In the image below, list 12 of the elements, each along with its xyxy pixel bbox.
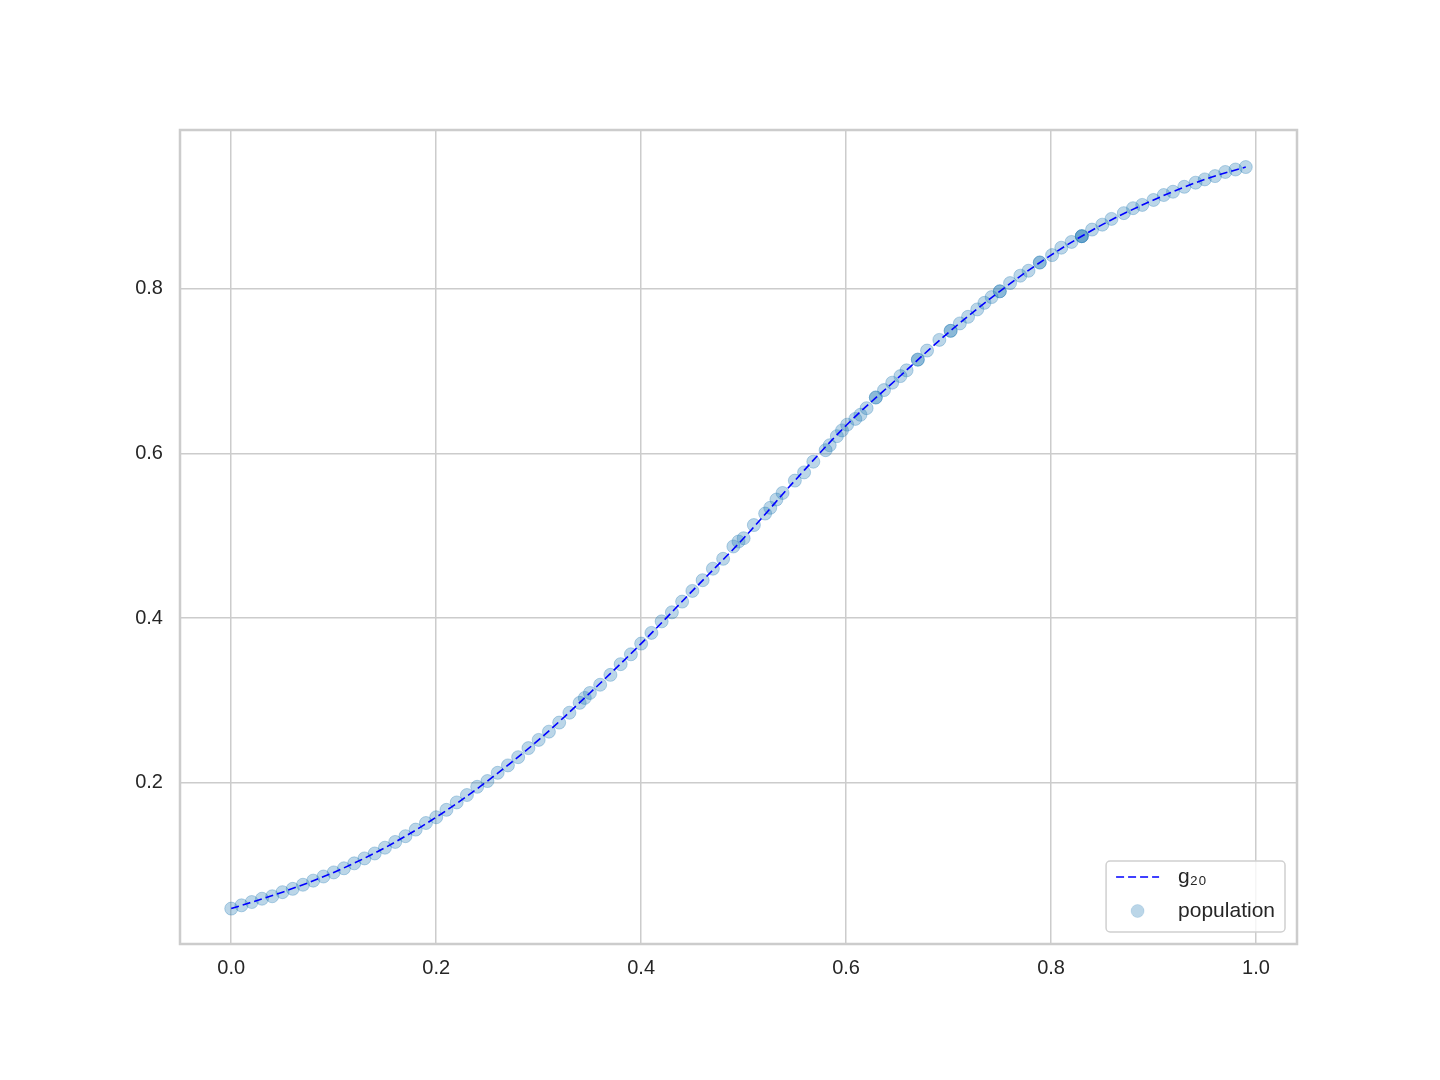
y-tick-label: 0.2 [135, 770, 163, 793]
y-tick-label: 0.8 [135, 276, 163, 299]
legend-label: g₂₀ [1178, 863, 1207, 887]
x-tick-label: 0.2 [422, 955, 451, 978]
x-tick-label: 0.6 [832, 955, 861, 978]
y-tick-label: 0.6 [135, 440, 163, 463]
legend-label: population [1178, 897, 1275, 921]
x-tick-label: 0.8 [1037, 955, 1065, 978]
y-tick-label: 0.4 [135, 605, 163, 628]
x-tick-label: 1.0 [1242, 955, 1270, 978]
x-tick-label: 0.4 [627, 955, 656, 978]
x-tick-label: 0.0 [217, 955, 246, 978]
